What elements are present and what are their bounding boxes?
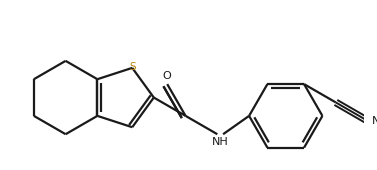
Text: N: N	[372, 116, 377, 126]
Text: S: S	[129, 62, 136, 72]
Text: O: O	[163, 71, 172, 81]
Text: NH: NH	[212, 137, 228, 147]
